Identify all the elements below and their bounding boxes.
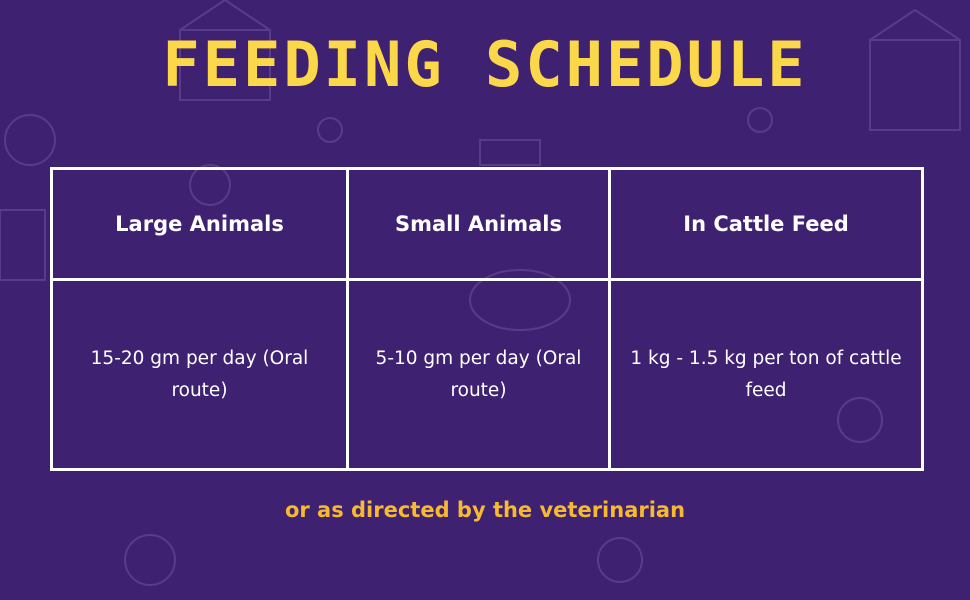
cat-icon [4,114,56,166]
barn-icon [0,209,46,281]
barn-icon [179,29,271,101]
barn-icon [869,39,961,131]
veterinarian-note: or as directed by the veterinarian [284,498,686,522]
cell-large-animals-dose: 15-20 gm per day (Oral route) [50,278,349,471]
cell-cattle-feed-dose: 1 kg - 1.5 kg per ton of cattle feed [608,278,924,471]
flower-icon [317,117,343,143]
barn-roof-icon [179,0,271,31]
page-title: FEEDING SCHEDULE [162,28,808,101]
table-row: 15-20 gm per day (Oral route) 5-10 gm pe… [50,278,924,471]
barn-roof-icon [869,8,961,41]
dog-icon [124,534,176,586]
header-large-animals: Large Animals [50,167,349,281]
header-cattle-feed: In Cattle Feed [608,167,924,281]
fence-icon [479,139,541,166]
cell-small-animals-dose: 5-10 gm per day (Oral route) [346,278,611,471]
chicken-icon [597,537,643,583]
feeding-schedule-table: Large Animals Small Animals In Cattle Fe… [50,167,924,471]
header-small-animals: Small Animals [346,167,611,281]
flower-icon [747,107,773,133]
table-header-row: Large Animals Small Animals In Cattle Fe… [50,167,924,281]
